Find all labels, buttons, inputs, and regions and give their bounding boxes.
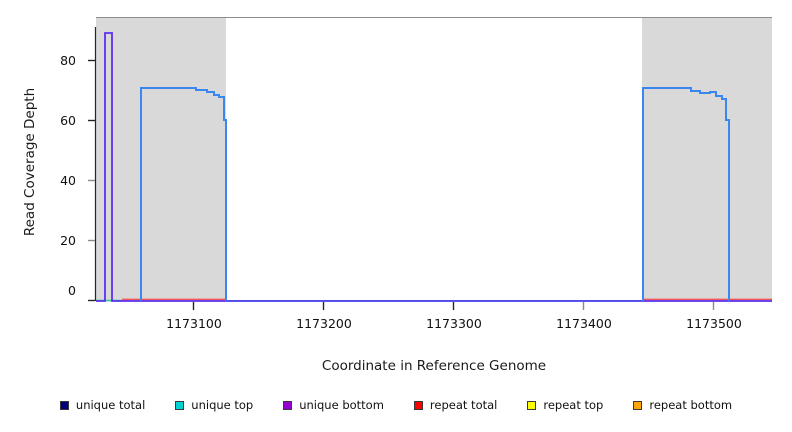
shaded-region-right: [642, 17, 772, 301]
xtick-label-1173200: 1173200: [296, 316, 352, 331]
xtick-label-1173300: 1173300: [426, 316, 482, 331]
xtick-label-1173100: 1173100: [166, 316, 222, 331]
legend-label-unique-total: unique total: [75, 398, 146, 412]
legend-label-unique-top: unique top: [191, 398, 254, 412]
legend-label-repeat-total: repeat total: [429, 398, 498, 412]
legend-swatch-icon-repeat-total: [413, 400, 423, 410]
legend-item-unique-bottom: unique bottom: [283, 398, 384, 412]
ytick-label-80: 80: [60, 53, 76, 68]
y-tick-marks: [88, 59, 95, 302]
legend-label-unique-bottom: unique bottom: [299, 398, 384, 412]
legend-label-repeat-bottom: repeat bottom: [649, 398, 733, 412]
legend-swatch-icon-unique-total: [59, 400, 69, 410]
xtick-label-1173500: 1173500: [686, 316, 742, 331]
legend-item-unique-top: unique top: [175, 398, 253, 412]
x-tick-marks: [192, 302, 715, 310]
legend-item-repeat-total: repeat total: [413, 398, 498, 412]
legend-swatch-icon-repeat-top: [527, 400, 537, 410]
legend: unique total unique top unique bottom re…: [0, 398, 792, 412]
shaded-region-left: [96, 17, 226, 301]
ytick-label-60: 60: [60, 113, 76, 128]
legend-label-repeat-top: repeat top: [543, 398, 604, 412]
ytick-label-40: 40: [60, 173, 76, 188]
legend-item-unique-total: unique total: [59, 398, 146, 412]
ytick-label-0: 0: [68, 283, 76, 298]
coverage-step-right: [642, 87, 730, 301]
ytick-label-20: 20: [60, 233, 76, 248]
xtick-label-1173400: 1173400: [556, 316, 612, 331]
legend-item-repeat-bottom: repeat bottom: [633, 398, 732, 412]
legend-swatch-icon-unique-top: [175, 400, 185, 410]
legend-swatch-icon-repeat-bottom: [633, 400, 643, 410]
coverage-step-left: [140, 87, 227, 301]
legend-item-repeat-top: repeat top: [527, 398, 603, 412]
shaded-regions-group: [96, 17, 772, 301]
y-axis-title: Read Coverage Depth: [22, 87, 38, 237]
legend-swatch-icon-unique-bottom: [283, 400, 293, 410]
x-axis-title: Coordinate in Reference Genome: [321, 358, 547, 374]
